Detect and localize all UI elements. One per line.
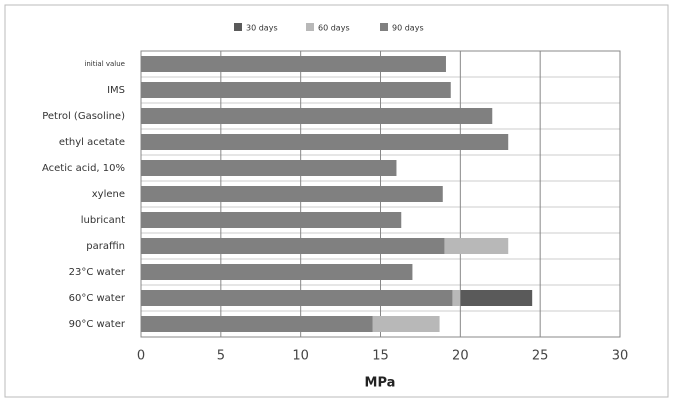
legend-swatch (380, 23, 388, 31)
y-tick-label: 23°C water (69, 267, 126, 278)
bar (141, 82, 451, 98)
y-tick-label: 60°C water (69, 293, 126, 304)
bar (141, 238, 445, 254)
y-tick-label: 90°C water (69, 319, 126, 330)
x-tick-label: 15 (372, 349, 389, 364)
x-axis-title: MPa (365, 376, 396, 391)
bar (141, 264, 413, 280)
bar (141, 56, 446, 72)
legend-swatch (306, 23, 314, 31)
y-tick-label: Acetic acid, 10% (42, 163, 125, 174)
y-tick-label: xylene (92, 189, 125, 200)
y-tick-label: initial value (84, 60, 125, 68)
legend-label: 90 days (392, 24, 424, 33)
x-tick-label: 0 (137, 349, 145, 364)
x-tick-label: 10 (292, 349, 309, 364)
bar (141, 290, 453, 306)
legend-label: 30 days (246, 24, 278, 33)
bar (141, 316, 373, 332)
y-tick-label: paraffin (86, 241, 125, 252)
bar (141, 212, 402, 228)
y-tick-label: Petrol (Gasoline) (42, 111, 125, 122)
legend-swatch (234, 23, 242, 31)
x-tick-label: 25 (532, 349, 549, 364)
bar (141, 108, 493, 124)
legend-label: 60 days (318, 24, 350, 33)
x-tick-label: 5 (217, 349, 225, 364)
x-tick-label: 30 (612, 349, 629, 364)
x-tick-label: 20 (452, 349, 469, 364)
bar (141, 134, 509, 150)
y-tick-label: IMS (107, 85, 125, 96)
bar (141, 160, 397, 176)
y-tick-label: lubricant (81, 215, 125, 226)
y-tick-label: ethyl acetate (59, 137, 125, 148)
bar (141, 186, 443, 202)
